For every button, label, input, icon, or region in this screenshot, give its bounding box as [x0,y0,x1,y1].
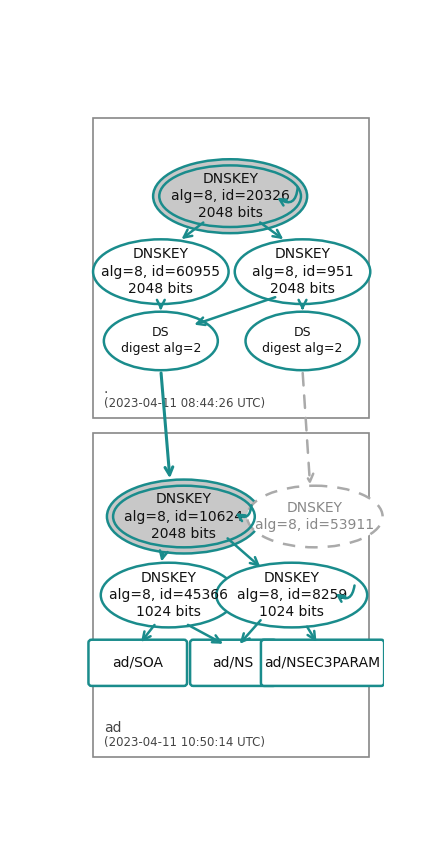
Bar [93,118,369,418]
Ellipse shape [235,240,370,304]
Ellipse shape [107,479,261,554]
FancyBboxPatch shape [261,640,384,686]
Bar [93,433,369,757]
Text: DS
digest alg=2: DS digest alg=2 [121,326,201,356]
Ellipse shape [104,311,218,370]
Ellipse shape [246,311,360,370]
Text: ad: ad [104,721,122,735]
FancyBboxPatch shape [190,640,276,686]
Text: DNSKEY
alg=8, id=10624
2048 bits: DNSKEY alg=8, id=10624 2048 bits [125,492,244,541]
Text: DNSKEY
alg=8, id=8259
1024 bits: DNSKEY alg=8, id=8259 1024 bits [237,571,347,619]
Ellipse shape [216,563,367,627]
Text: DNSKEY
alg=8, id=45366
1024 bits: DNSKEY alg=8, id=45366 1024 bits [109,571,228,619]
Text: ad/NSEC3PARAM: ad/NSEC3PARAM [265,656,380,670]
Ellipse shape [153,159,307,234]
Text: .: . [104,382,108,396]
Text: DNSKEY
alg=8, id=60955
2048 bits: DNSKEY alg=8, id=60955 2048 bits [101,247,220,296]
Text: (2023-04-11 10:50:14 UTC): (2023-04-11 10:50:14 UTC) [104,736,265,749]
Text: (2023-04-11 08:44:26 UTC): (2023-04-11 08:44:26 UTC) [104,397,265,410]
Text: DS
digest alg=2: DS digest alg=2 [262,326,343,356]
Text: DNSKEY
alg=8, id=20326
2048 bits: DNSKEY alg=8, id=20326 2048 bits [171,172,290,221]
Text: ad/NS: ad/NS [213,656,254,670]
Text: DNSKEY
alg=8, id=951
2048 bits: DNSKEY alg=8, id=951 2048 bits [252,247,353,296]
Ellipse shape [101,563,236,627]
Text: ad/SOA: ad/SOA [112,656,163,670]
FancyBboxPatch shape [89,640,187,686]
Ellipse shape [247,486,383,548]
Text: DNSKEY
alg=8, id=53911: DNSKEY alg=8, id=53911 [255,501,374,532]
Ellipse shape [93,240,229,304]
